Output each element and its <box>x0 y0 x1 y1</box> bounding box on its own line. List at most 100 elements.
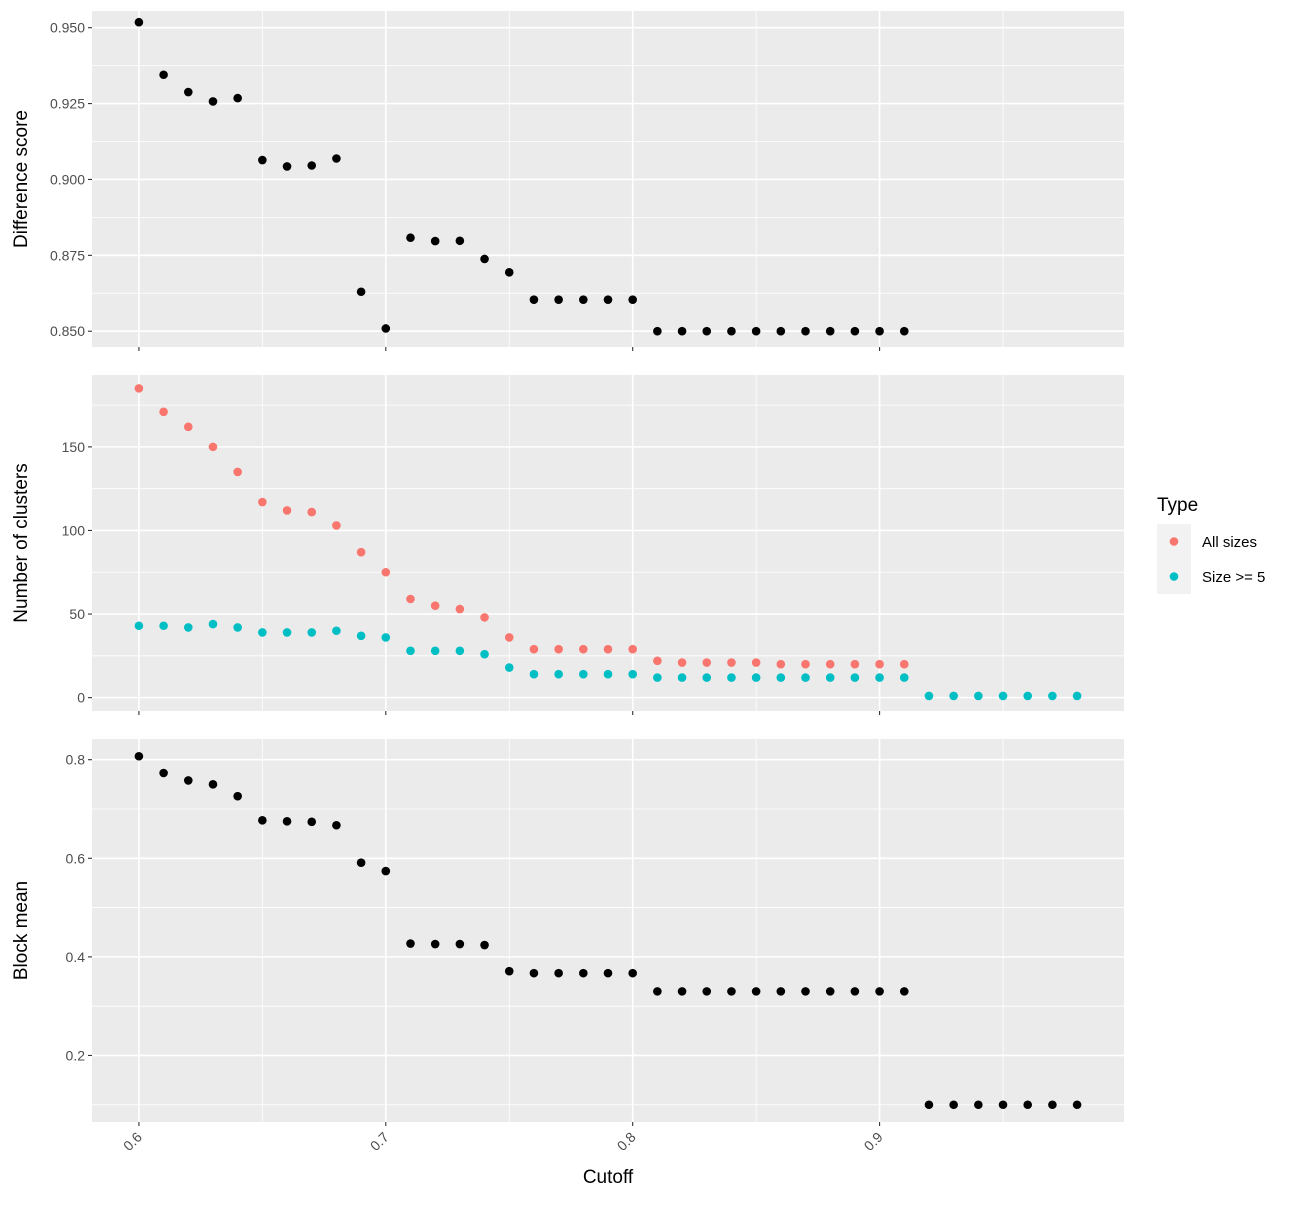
data-point <box>455 604 465 614</box>
data-point <box>554 644 563 654</box>
y-axis-title: Difference score <box>11 110 32 248</box>
data-point <box>529 644 539 654</box>
data-point <box>702 658 712 667</box>
y-tick-label: 0.2 <box>66 1047 86 1063</box>
y-tick-label: 150 <box>62 439 86 455</box>
legend-title: Type <box>1157 495 1198 516</box>
data-point <box>307 161 317 170</box>
data-point <box>653 673 662 682</box>
data-point <box>603 968 613 978</box>
data-point <box>159 768 168 778</box>
data-point <box>974 1100 983 1110</box>
data-point <box>455 939 465 949</box>
data-point <box>579 968 588 978</box>
data-point <box>529 295 539 304</box>
y-axis-title: Number of clusters <box>11 463 32 622</box>
data-point <box>381 324 391 333</box>
data-point <box>233 467 242 477</box>
data-point <box>356 631 366 641</box>
data-point <box>504 663 514 672</box>
data-point <box>579 669 588 679</box>
data-point <box>208 97 218 106</box>
y-tick-label: 0.850 <box>50 323 85 339</box>
data-point <box>628 644 637 654</box>
panel-background <box>92 375 1124 711</box>
legend-label: All sizes <box>1202 534 1257 551</box>
data-point <box>554 968 563 978</box>
data-point <box>332 154 341 163</box>
y-axis-title: Block mean <box>11 881 32 980</box>
data-point <box>801 673 810 682</box>
data-point <box>825 673 835 682</box>
data-point <box>899 987 909 996</box>
y-tick-label: 0.4 <box>66 949 86 965</box>
x-tick-label: 0.6 <box>120 1129 145 1154</box>
data-point <box>480 940 489 950</box>
data-point <box>258 155 267 165</box>
data-point <box>208 780 218 789</box>
data-point <box>134 751 144 761</box>
data-point <box>381 633 391 642</box>
data-point <box>751 987 761 996</box>
data-point <box>850 659 860 669</box>
data-point <box>653 987 662 996</box>
data-point <box>751 658 761 667</box>
x-tick-label: 0.9 <box>861 1129 886 1154</box>
legend-key-marker <box>1169 537 1179 546</box>
data-point <box>134 384 144 393</box>
data-point <box>776 673 786 682</box>
data-point <box>307 507 317 517</box>
data-point <box>949 691 958 701</box>
data-point <box>727 673 736 682</box>
data-point <box>282 817 292 826</box>
data-point <box>801 659 810 669</box>
data-point <box>282 162 292 171</box>
data-point <box>751 326 761 336</box>
data-point <box>924 691 934 701</box>
data-point <box>208 619 218 629</box>
data-point <box>183 623 193 632</box>
data-point <box>899 673 909 682</box>
data-point <box>653 326 662 336</box>
data-point <box>430 601 440 610</box>
data-point <box>381 866 391 876</box>
data-point <box>974 691 983 701</box>
data-point <box>258 816 267 825</box>
data-point <box>406 233 415 243</box>
data-point <box>332 521 341 530</box>
data-point <box>480 613 489 622</box>
data-point <box>949 1100 958 1110</box>
data-point <box>603 295 613 304</box>
data-point <box>579 644 588 654</box>
data-point <box>825 326 835 336</box>
data-point <box>825 659 835 669</box>
data-point <box>529 968 539 978</box>
data-point <box>455 646 465 656</box>
data-point <box>776 326 786 336</box>
data-point <box>677 658 687 667</box>
data-point <box>850 673 860 682</box>
data-point <box>159 70 168 80</box>
data-point <box>628 669 637 679</box>
data-point <box>727 326 736 336</box>
data-point <box>875 987 884 996</box>
data-point <box>356 858 366 868</box>
data-point <box>504 966 514 976</box>
data-point <box>554 295 563 304</box>
data-point <box>233 93 242 103</box>
data-point <box>603 669 613 679</box>
data-point <box>208 442 218 452</box>
data-point <box>677 673 687 682</box>
data-point <box>258 628 267 637</box>
y-tick-label: 0.8 <box>66 752 86 768</box>
data-point <box>455 236 465 246</box>
data-point <box>653 656 662 666</box>
data-point <box>677 326 687 336</box>
data-point <box>875 659 884 669</box>
data-point <box>183 776 193 785</box>
data-point <box>1048 1100 1057 1110</box>
y-tick-label: 100 <box>62 522 86 538</box>
data-point <box>307 817 317 827</box>
data-point <box>875 326 884 336</box>
